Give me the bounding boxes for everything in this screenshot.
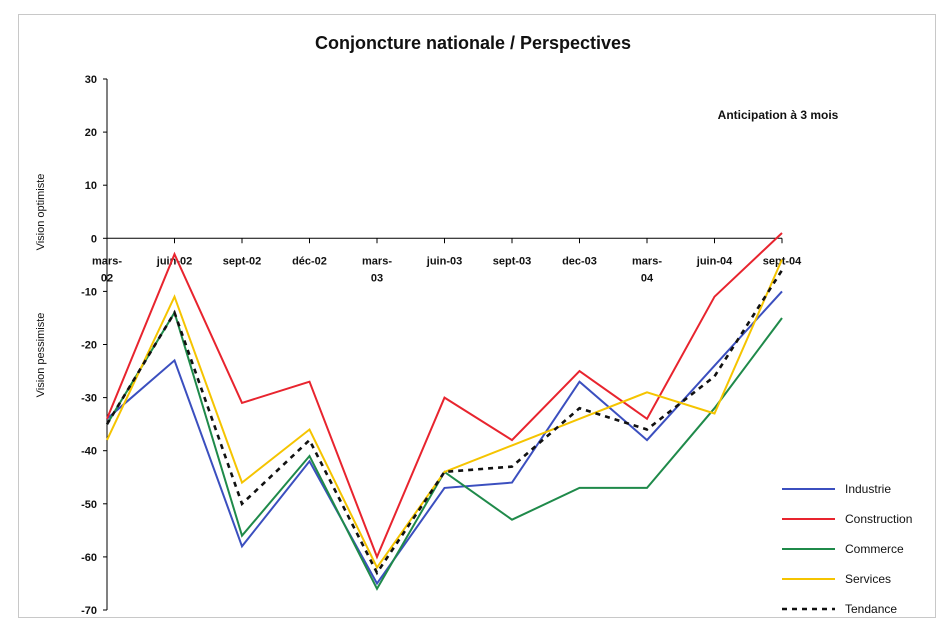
x-tick-label: juin-02 <box>156 255 192 267</box>
y-tick-label: -40 <box>81 446 97 458</box>
legend-label-commerce: Commerce <box>845 542 904 556</box>
series-line-construction <box>106 232 783 560</box>
y-tick-label: -50 <box>81 499 97 511</box>
legend-label-industrie: Industrie <box>845 482 891 496</box>
x-tick-label: sept-04 <box>763 255 802 267</box>
y-tick-label: 0 <box>91 233 97 245</box>
y-tick-label: 10 <box>85 180 97 192</box>
legend-label-construction: Construction <box>845 512 912 526</box>
x-tick-label: mars-04 <box>632 255 662 284</box>
x-tick-label: juin-03 <box>426 255 462 267</box>
chart-frame <box>18 14 936 618</box>
axes: 30 20 10 0 -10 -20 -30 -40 -50 -60 -70 mars-02 juin-… <box>81 74 802 617</box>
y-axis-label-optimistic: Vision optimiste <box>35 174 47 251</box>
y-tick-label: 20 <box>85 127 97 139</box>
series-line-services <box>106 259 783 570</box>
x-tick-label: juin-04 <box>696 255 733 267</box>
legend: Industrie Construction Commerce Services Ten… <box>782 482 912 616</box>
x-tick-label: mars-03 <box>362 255 392 284</box>
y-tick-label: -70 <box>81 605 97 617</box>
x-tick-label: sept-02 <box>223 255 262 267</box>
x-tick-label: dec-03 <box>562 255 597 267</box>
y-axis-label-pessimistic: Vision pessimiste <box>35 313 47 398</box>
x-tick-label: sept-03 <box>493 255 532 267</box>
chart-annotation: Anticipation à 3 mois <box>718 108 839 122</box>
legend-label-services: Services <box>845 572 891 586</box>
y-tick-label: -20 <box>81 340 97 352</box>
y-tick-label: -10 <box>81 286 97 298</box>
series-layer <box>105 232 784 591</box>
y-tick-label: -60 <box>81 552 97 564</box>
x-tick-label: déc-02 <box>292 255 327 267</box>
chart-title: Conjoncture nationale / Perspectives <box>315 33 631 53</box>
legend-label-tendance: Tendance <box>845 602 897 616</box>
y-tick-label: 30 <box>85 74 97 86</box>
x-tick-label: mars-02 <box>92 255 122 284</box>
y-tick-label: -30 <box>81 393 97 405</box>
series-line-industrie <box>106 290 783 586</box>
series-line-tendance <box>105 269 784 576</box>
